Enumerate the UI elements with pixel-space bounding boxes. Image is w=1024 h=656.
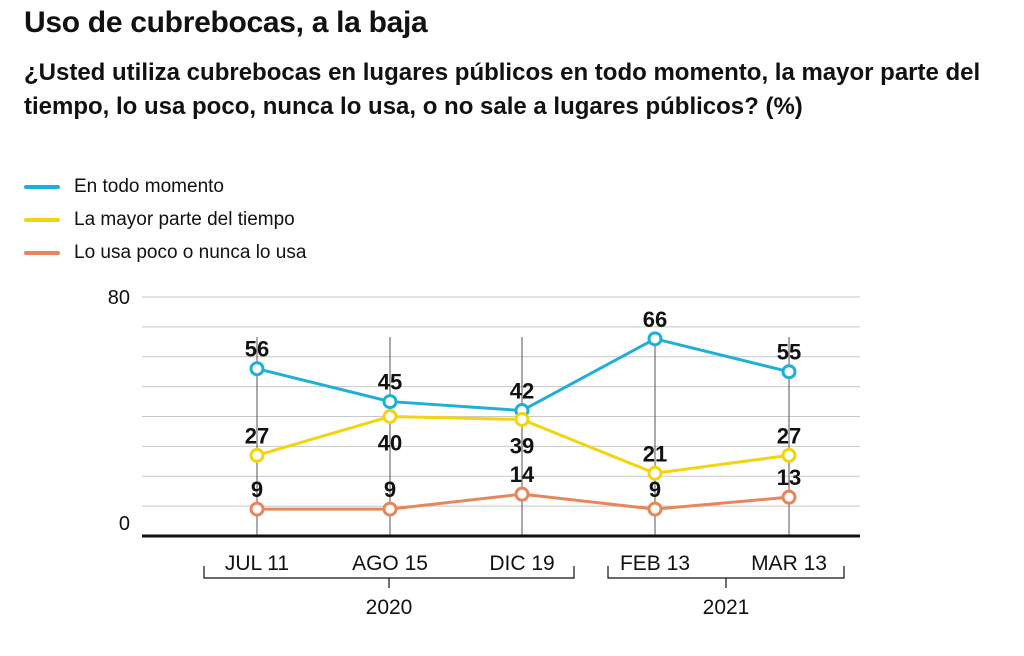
data-point	[249, 361, 265, 377]
x-tick-label: JUL 11	[225, 552, 289, 575]
legend-swatch-en-todo-momento	[24, 184, 60, 189]
data-label: 9	[649, 477, 661, 502]
legend-label-en-todo-momento: En todo momento	[74, 175, 224, 197]
data-point	[382, 409, 398, 424]
x-tick-label: AGO 15	[352, 552, 428, 575]
data-point	[781, 447, 797, 463]
data-point	[647, 501, 663, 517]
legend-label-usa-poco: Lo usa poco o nunca lo usa	[74, 241, 307, 263]
data-point	[514, 486, 530, 502]
data-label: 27	[245, 423, 269, 448]
data-point	[514, 411, 530, 427]
data-label: 55	[777, 340, 801, 365]
data-point	[382, 501, 398, 517]
year-label: 2021	[703, 596, 750, 619]
chart-title: Uso de cubrebocas, a la baja	[24, 6, 428, 39]
legend-swatch-mayor-parte	[24, 217, 60, 222]
legend-label-mayor-parte: La mayor parte del tiempo	[74, 208, 295, 230]
x-tick-label: FEB 13	[620, 552, 690, 575]
x-tick-label: DIC 19	[489, 552, 554, 575]
legend-item-mayor-parte: La mayor parte del tiempo	[24, 203, 306, 236]
year-bracket	[203, 566, 575, 588]
data-label: 56	[245, 337, 269, 362]
legend-swatch-usa-poco	[24, 250, 60, 255]
data-point	[647, 465, 663, 481]
data-label: 13	[777, 465, 801, 490]
data-point	[382, 394, 398, 410]
data-label: 21	[643, 441, 667, 466]
year-bracket	[607, 566, 845, 588]
legend-item-usa-poco: Lo usa poco o nunca lo usa	[24, 236, 306, 269]
data-label: 66	[643, 307, 667, 332]
data-point	[647, 331, 663, 347]
x-tick-label: MAR 13	[751, 552, 827, 575]
data-label: 45	[378, 370, 402, 395]
legend-item-en-todo-momento: En todo momento	[24, 170, 306, 203]
data-point	[781, 489, 797, 505]
data-point	[249, 447, 265, 463]
y-tick-label: 0	[119, 513, 130, 535]
y-tick-label: 80	[108, 287, 130, 309]
data-label: 27	[777, 423, 801, 448]
data-label: 39	[510, 433, 534, 458]
data-point	[781, 364, 797, 380]
data-label: 9	[384, 477, 396, 502]
year-label: 2020	[366, 596, 413, 619]
data-label: 40	[378, 431, 402, 456]
data-label: 14	[510, 462, 535, 487]
data-label: 9	[251, 477, 263, 502]
chart-subtitle: ¿Usted utiliza cubrebocas en lugares púb…	[24, 59, 981, 120]
data-label: 42	[510, 379, 534, 404]
data-point	[249, 501, 265, 517]
legend: En todo momento La mayor parte del tiemp…	[24, 170, 306, 269]
